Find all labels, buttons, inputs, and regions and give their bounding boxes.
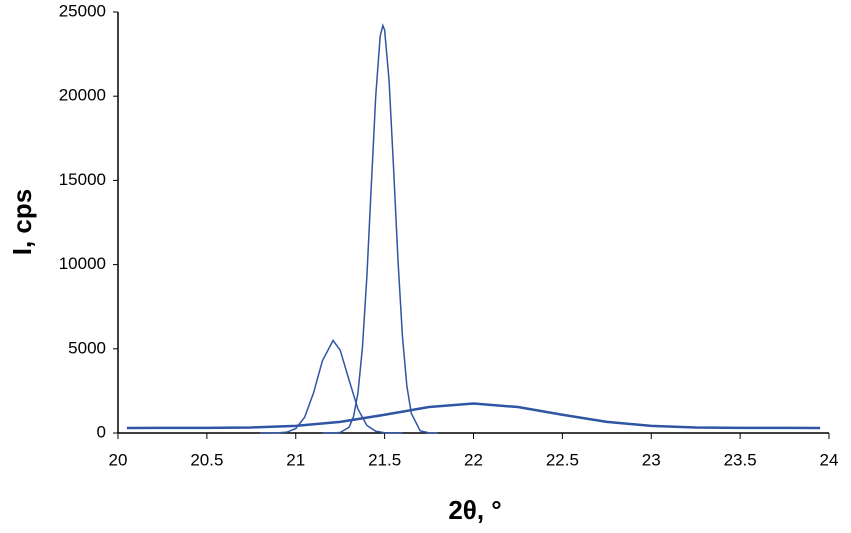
x-tick-label: 21 bbox=[286, 450, 305, 469]
y-tick-label: 15000 bbox=[59, 170, 106, 189]
y-tick-label: 10000 bbox=[59, 254, 106, 273]
x-tick-label: 22 bbox=[464, 450, 483, 469]
y-tick-label: 20000 bbox=[59, 86, 106, 105]
series-line bbox=[322, 22, 438, 434]
y-axis-title: I, cps bbox=[7, 189, 37, 255]
x-tick-label: 21.5 bbox=[368, 450, 401, 469]
y-tick-label: 0 bbox=[97, 422, 106, 441]
x-tick-label: 20.5 bbox=[190, 450, 223, 469]
y-tick-label: 25000 bbox=[59, 1, 106, 20]
x-tick-label: 23 bbox=[642, 450, 661, 469]
series-line bbox=[126, 402, 821, 430]
x-tick-label: 23.5 bbox=[724, 450, 757, 469]
x-tick-label: 24 bbox=[820, 450, 839, 469]
y-tick-label: 5000 bbox=[68, 338, 106, 357]
series-line bbox=[260, 338, 403, 434]
x-tick-label: 22.5 bbox=[546, 450, 579, 469]
x-axis-title: 2θ, ° bbox=[448, 495, 501, 525]
x-tick-label: 20 bbox=[109, 450, 128, 469]
